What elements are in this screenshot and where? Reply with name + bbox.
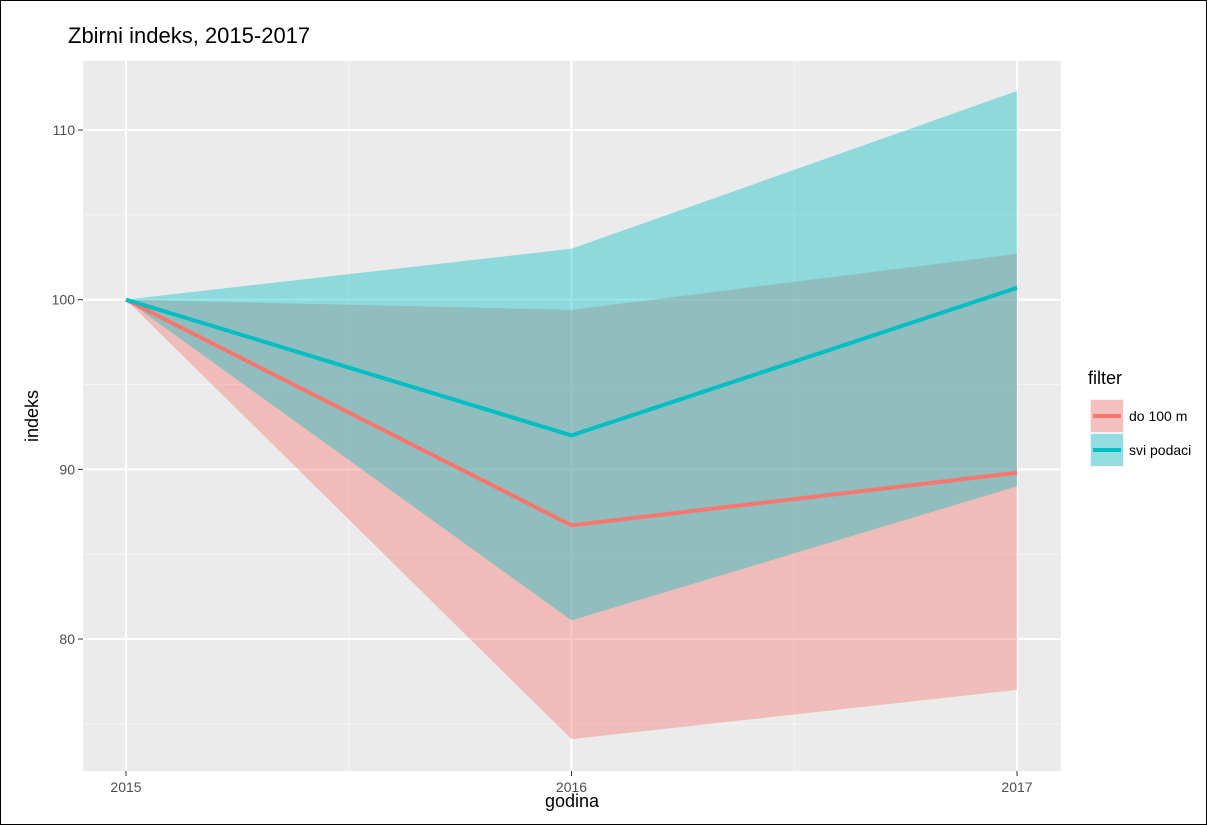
grid-major [83,61,1061,771]
series-lines [125,285,1018,528]
y-tick-label-2: 100 [52,292,76,308]
y-tick-label-1: 90 [59,461,75,477]
x-tick-label-1: 2016 [556,779,587,795]
legend-items: do 100 m svi podaci [1090,399,1191,467]
legend: filter do 100 m svi podaci [1088,368,1191,467]
y-axis-label: indeks [22,390,42,442]
y-tick-label-3: 110 [53,122,76,138]
x-tick-label-2: 2017 [1001,779,1032,795]
x-axis-ticks: 2015 2016 2017 [110,771,1033,795]
ribbons [126,90,1017,740]
y-axis-ticks: 80 90 100 110 [52,122,83,647]
legend-label-0: do 100 m [1129,408,1187,424]
y-tick-label-0: 80 [59,631,75,647]
ribbon-series-1 [126,90,1017,621]
ribbon-series-0 [126,253,1017,740]
legend-title: filter [1088,368,1122,388]
x-tick-label-0: 2015 [110,779,141,795]
chart-title: Zbirni indeks, 2015-2017 [68,23,310,48]
x-axis-label: godina [545,791,600,811]
legend-label-1: svi podaci [1129,442,1191,458]
line-series-0 [125,297,1018,528]
line-series-1 [125,285,1018,438]
